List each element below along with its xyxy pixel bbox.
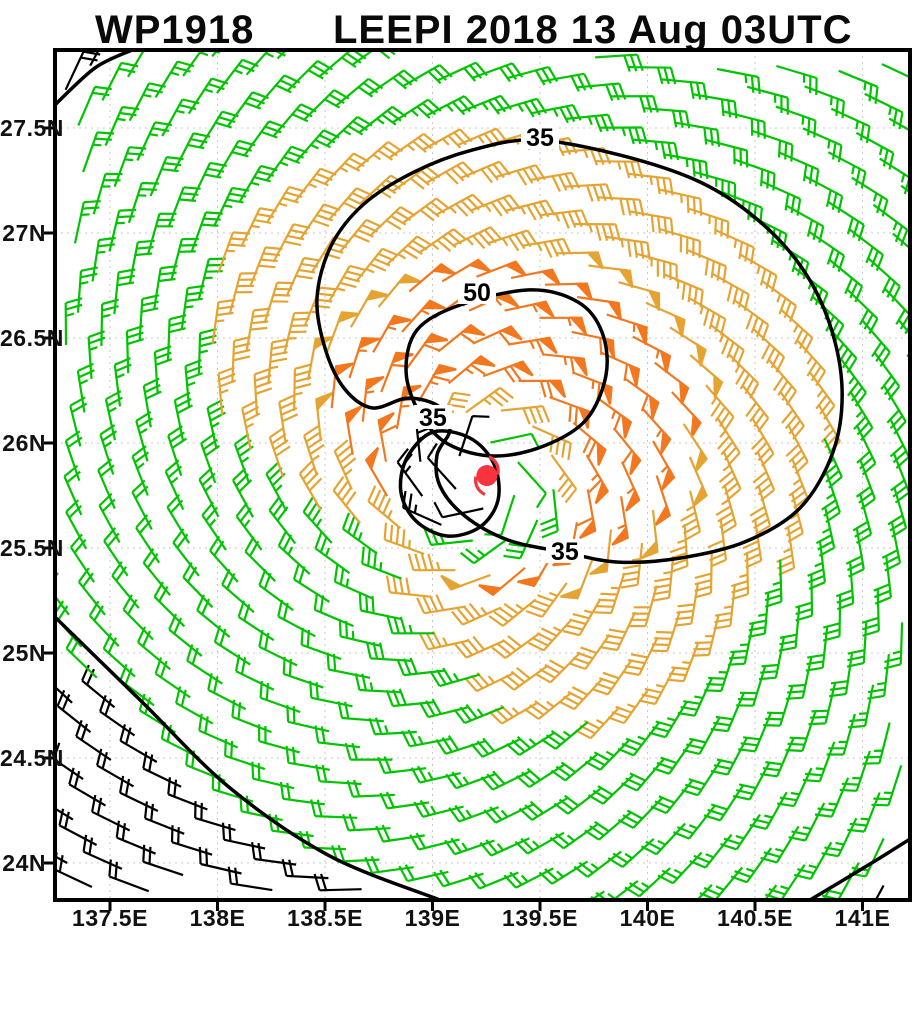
axis-ticks xyxy=(44,126,864,911)
contour-label: 50 xyxy=(463,279,491,307)
contour-label: 35 xyxy=(419,404,447,432)
x-axis-label: 139.5E xyxy=(502,905,578,931)
y-axis-label: 24.5N xyxy=(0,745,64,771)
x-axis-label: 139E xyxy=(404,905,461,931)
x-axis-label: 141E xyxy=(834,905,891,931)
storm-center-symbol xyxy=(473,455,500,496)
x-axis-label: 140.5E xyxy=(717,905,793,931)
x-axis-label: 138.5E xyxy=(287,905,363,931)
isotach-contour-35 xyxy=(398,429,501,538)
y-axis-label: 27N xyxy=(2,220,46,246)
y-axis-label: 27.5N xyxy=(0,115,64,141)
y-axis-label: 25N xyxy=(2,640,46,666)
contour-label: 35 xyxy=(526,124,554,152)
contour-labels: 35 35 50 35 xyxy=(413,124,584,566)
contour-label: 35 xyxy=(551,538,579,566)
x-axis-label: 137.5E xyxy=(72,905,148,931)
y-axis-label: 24N xyxy=(2,850,46,876)
se-data-boundary xyxy=(809,836,910,900)
map-frame xyxy=(53,48,912,902)
storm-id-title: WP1918 xyxy=(95,8,255,52)
x-axis-label: 140E xyxy=(619,905,676,931)
y-axis-label: 25.5N xyxy=(0,535,64,561)
x-axis-label: 138E xyxy=(189,905,246,931)
sw-data-boundary xyxy=(55,615,441,900)
nw-data-boundary xyxy=(55,50,133,107)
wind-barb-field xyxy=(55,50,910,900)
isotach-contours xyxy=(55,50,910,900)
isotach-contour-50 xyxy=(404,288,609,458)
y-axis-label: 26.5N xyxy=(0,325,64,351)
y-axis-label: 26N xyxy=(2,430,46,456)
storm-headline-title: LEEPI 2018 13 Aug 03UTC xyxy=(333,8,853,52)
